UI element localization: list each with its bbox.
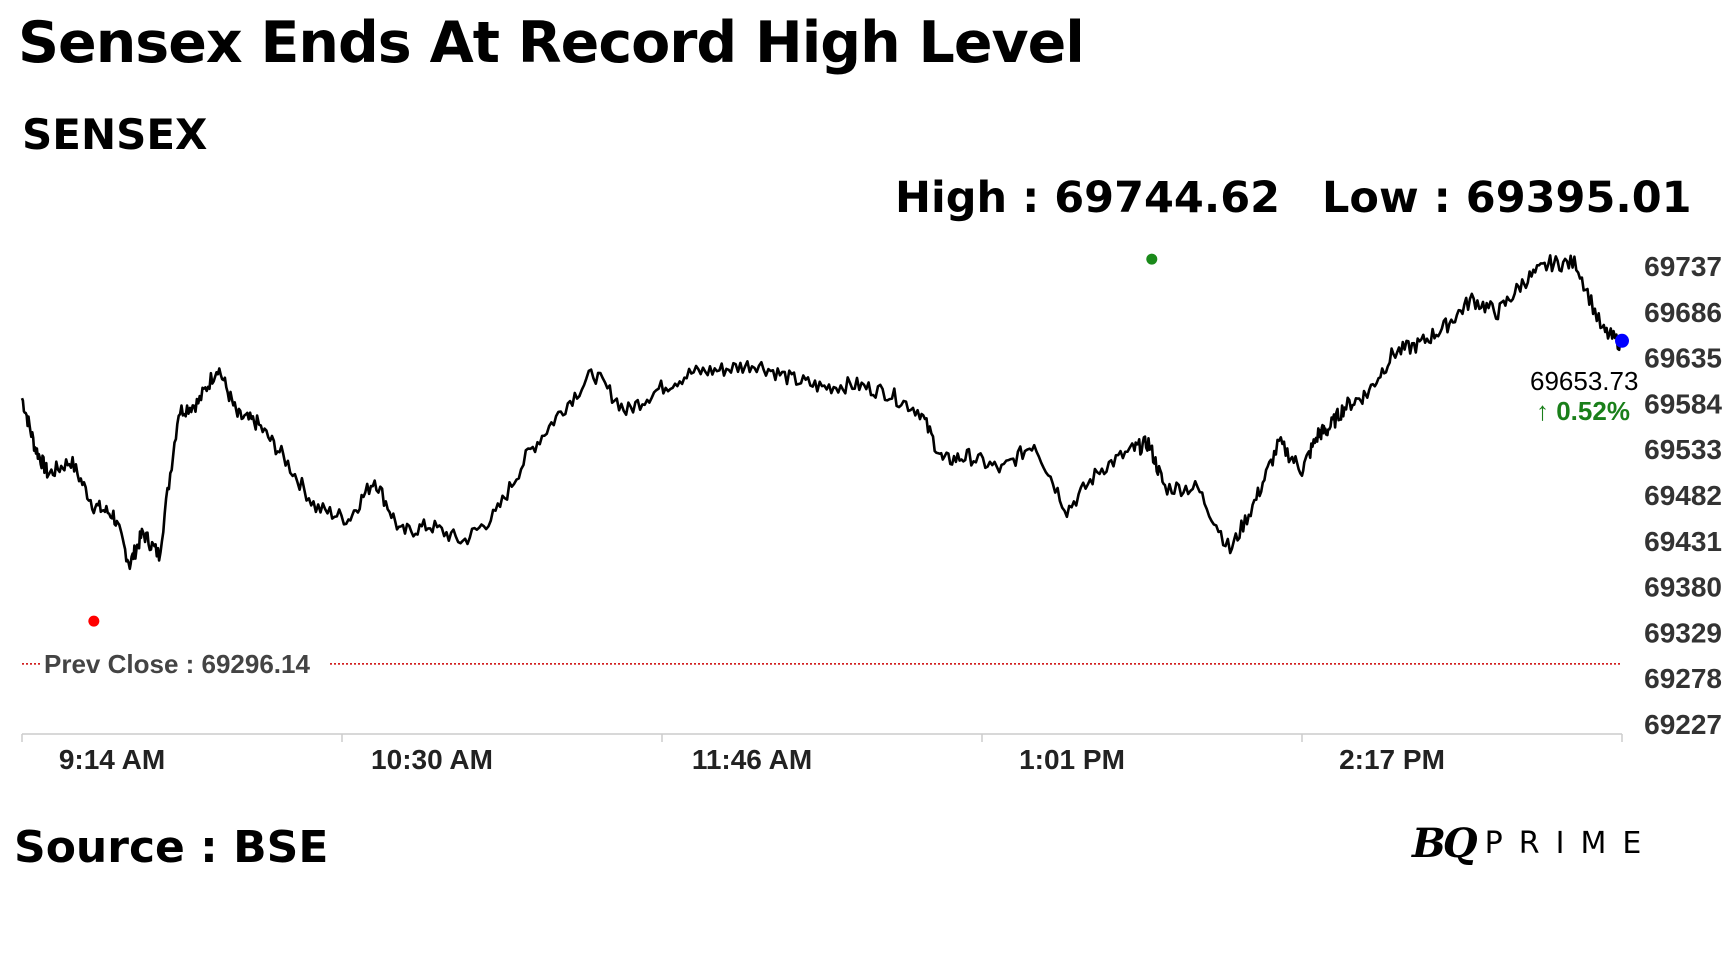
y-tick-label: 69431 <box>1644 526 1722 557</box>
last-change-label: ↑ 0.52% <box>1536 396 1630 426</box>
high-stat: High : 69744.62 <box>895 173 1281 223</box>
y-tick-label: 69737 <box>1644 251 1722 282</box>
y-tick-label: 69482 <box>1644 480 1722 511</box>
x-tick-label: 11:46 AM <box>692 744 812 775</box>
index-name: SENSEX <box>22 110 208 159</box>
y-tick-label: 69227 <box>1644 709 1722 740</box>
y-tick-label: 69533 <box>1644 434 1722 465</box>
y-tick-label: 69278 <box>1644 663 1722 694</box>
y-tick-label: 69686 <box>1644 297 1722 328</box>
chart-headline: Sensex Ends At Record High Level <box>18 10 1085 76</box>
low-stat: Low : 69395.01 <box>1322 173 1692 223</box>
y-tick-label: 69635 <box>1644 343 1722 374</box>
day-high-marker <box>1146 253 1158 265</box>
day-low-marker <box>88 615 100 627</box>
logo-prime-text: PRIME <box>1484 826 1658 861</box>
last-value-label: 69653.73 <box>1530 366 1639 396</box>
source-note: Source : BSE <box>14 822 329 873</box>
logo-bq-text: BQ <box>1412 820 1478 867</box>
prev-close-label: Prev Close : 69296.14 <box>44 649 310 679</box>
x-tick-label: 10:30 AM <box>371 744 493 775</box>
y-tick-label: 69380 <box>1644 572 1722 603</box>
x-tick-label: 2:17 PM <box>1339 744 1445 775</box>
y-tick-label: 69329 <box>1644 617 1722 648</box>
bq-prime-logo: BQ PRIME <box>1412 820 1657 867</box>
x-tick-label: 9:14 AM <box>59 744 165 775</box>
last-price-marker <box>1615 333 1629 348</box>
sensex-price-line <box>20 254 1624 571</box>
y-tick-label: 69584 <box>1644 388 1722 419</box>
x-tick-label: 1:01 PM <box>1019 744 1125 775</box>
